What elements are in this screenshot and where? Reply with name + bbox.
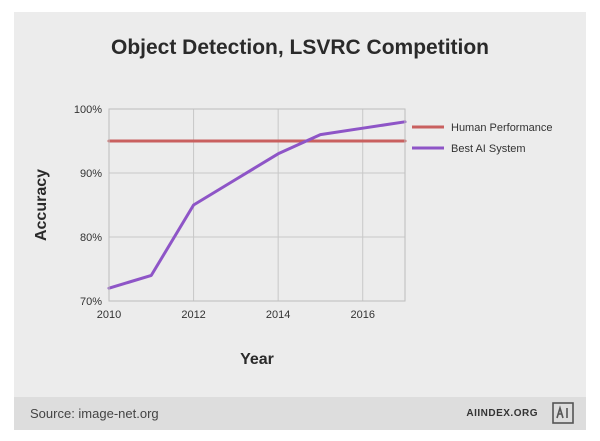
- tick-labels: 2010 2012 2014 2016 70% 80% 90% 100%: [74, 104, 375, 321]
- series-lines: [107, 120, 407, 290]
- chart-card: Object Detection, LSVRC Competition 2010…: [14, 12, 586, 430]
- chart-area: 2010 2012 2014 2016 70% 80% 90% 100% Year Accur…: [33, 104, 553, 368]
- y-axis-label: Accuracy: [33, 169, 50, 241]
- x-tick-label: 2016: [350, 309, 374, 321]
- y-tick-label: 70%: [80, 296, 102, 308]
- legend-label: Best AI System: [451, 143, 526, 155]
- x-tick-label: 2010: [97, 309, 121, 321]
- source-note: Source: image-net.org: [30, 406, 159, 421]
- brand-link[interactable]: AIINDEX.ORG: [466, 408, 538, 419]
- y-tick-label: 90%: [80, 168, 102, 180]
- y-tick-label: 80%: [80, 232, 102, 244]
- ai-index-logo-icon: [552, 402, 574, 424]
- chart-title: Object Detection, LSVRC Competition: [110, 36, 490, 59]
- footer: Source: image-net.org AIINDEX.ORG: [14, 397, 586, 430]
- legend: Human Performance Best AI System: [412, 122, 553, 155]
- x-axis-label: Year: [240, 351, 274, 368]
- legend-label: Human Performance: [451, 122, 553, 134]
- plot-frame: [108, 108, 406, 302]
- series-line: [107, 120, 407, 290]
- x-tick-label: 2012: [181, 309, 205, 321]
- y-tick-label: 100%: [74, 104, 102, 116]
- x-tick-label: 2014: [266, 309, 290, 321]
